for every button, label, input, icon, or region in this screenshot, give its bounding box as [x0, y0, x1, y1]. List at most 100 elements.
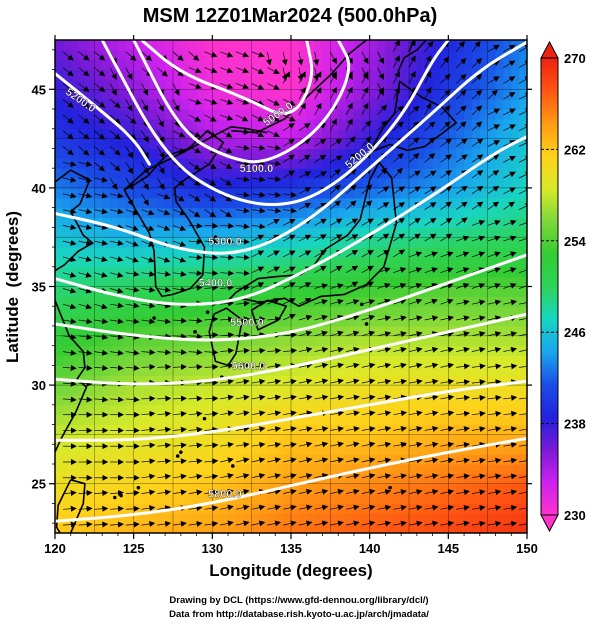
heatmap-cell [479, 217, 489, 228]
heatmap-cell [267, 444, 276, 455]
heatmap-cell [432, 89, 442, 100]
heatmap-cell [464, 276, 473, 288]
heatmap-cell [235, 404, 245, 416]
colorbar-gradient [540, 57, 559, 516]
heatmap-cell [409, 128, 418, 140]
heatmap-cell [133, 79, 143, 90]
heatmap-cell [117, 325, 127, 337]
wind-arrow [330, 426, 345, 433]
heatmap-cell [322, 483, 331, 495]
heatmap-cell [283, 89, 292, 100]
heatmap-cell [456, 375, 465, 386]
heatmap-cell [519, 276, 527, 288]
heatmap-cell [173, 355, 182, 366]
wind-arrow [361, 184, 373, 195]
heatmap-cell [338, 138, 347, 150]
heatmap-cell [448, 355, 457, 366]
heatmap-cell [298, 109, 308, 120]
wind-arrow [251, 504, 266, 511]
wind-arrow [298, 102, 306, 116]
heatmap-cell [173, 463, 182, 475]
heatmap-cell [401, 99, 410, 110]
heatmap-cell [283, 394, 292, 406]
heatmap-cell [117, 385, 127, 396]
heatmap-cell [464, 503, 473, 514]
wind-arrow [471, 185, 484, 195]
heatmap-cell [464, 365, 473, 376]
heatmap-cell [424, 40, 434, 51]
wind-arrow [78, 67, 90, 77]
heatmap-cell [94, 138, 103, 150]
heatmap-cell [471, 463, 481, 475]
heatmap-cell [259, 306, 268, 317]
wind-arrow [503, 201, 515, 210]
heatmap-cell [519, 128, 527, 140]
heatmap-cell [409, 444, 418, 455]
heatmap-cell [440, 266, 449, 278]
wind-arrow [329, 86, 337, 100]
heatmap-cell [251, 237, 261, 248]
heatmap-cell [133, 148, 143, 159]
heatmap-cell [432, 414, 442, 426]
heatmap-cell [133, 217, 143, 228]
heatmap-cell [196, 306, 206, 317]
heatmap-cell [322, 227, 331, 238]
heatmap-cell [204, 217, 213, 228]
heatmap-cell [322, 187, 331, 199]
wind-arrow [220, 114, 234, 121]
heatmap-cell [78, 237, 88, 248]
wind-arrow [204, 363, 219, 370]
wind-arrow [109, 177, 118, 190]
heatmap-cell [314, 89, 324, 100]
heatmap-cell [102, 444, 111, 455]
wind-arrow [393, 202, 406, 210]
heatmap-cell [102, 118, 111, 130]
heatmap-cell [353, 168, 363, 179]
heatmap-cell [196, 49, 206, 61]
heatmap-cell [306, 345, 316, 357]
heatmap-cell [471, 217, 481, 228]
heatmap-cell [102, 266, 111, 278]
heatmap-cell [188, 187, 198, 199]
heatmap-cell [173, 247, 182, 258]
wind-arrow [157, 333, 172, 340]
heatmap-cell [471, 207, 481, 219]
heatmap-cell [117, 247, 127, 258]
wind-arrow [204, 114, 217, 122]
heatmap-cell [117, 444, 127, 455]
heatmap-cell [464, 207, 473, 219]
heatmap-cell [220, 266, 229, 278]
wind-arrow [204, 161, 217, 169]
wind-arrow [408, 489, 423, 495]
heatmap-cell [62, 483, 72, 495]
heatmap-cell [212, 266, 221, 278]
heatmap-cell [511, 444, 520, 455]
heatmap-cell [102, 414, 111, 426]
heatmap-cell [235, 59, 245, 71]
wind-arrow [393, 298, 407, 305]
heatmap-cell [149, 69, 158, 81]
heatmap-cell [353, 178, 363, 189]
wind-arrow [141, 146, 149, 159]
heatmap-cell [55, 247, 64, 258]
heatmap-cell [377, 256, 386, 268]
heatmap-cell [471, 40, 481, 51]
heatmap-cell [393, 316, 402, 327]
heatmap-cell [424, 335, 434, 347]
wind-arrow [471, 251, 486, 258]
heatmap-cell [377, 207, 386, 219]
heatmap-cell [62, 109, 72, 120]
heatmap-cell [353, 49, 363, 61]
heatmap-cell [62, 335, 72, 347]
heatmap-cell [519, 513, 527, 524]
wind-arrow [330, 394, 345, 401]
heatmap-cell [228, 444, 237, 455]
wind-arrow [267, 98, 280, 106]
wind-arrow [94, 130, 105, 140]
wind-arrow [424, 410, 439, 417]
wind-arrow [392, 86, 400, 100]
heatmap-cell [440, 49, 449, 61]
heatmap-cell [157, 483, 166, 495]
heatmap-cell [55, 237, 64, 248]
heatmap-cell [243, 306, 253, 317]
